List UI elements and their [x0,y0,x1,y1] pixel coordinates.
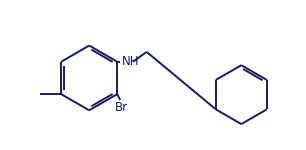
Text: NH: NH [122,55,140,68]
Text: Br: Br [115,101,128,114]
